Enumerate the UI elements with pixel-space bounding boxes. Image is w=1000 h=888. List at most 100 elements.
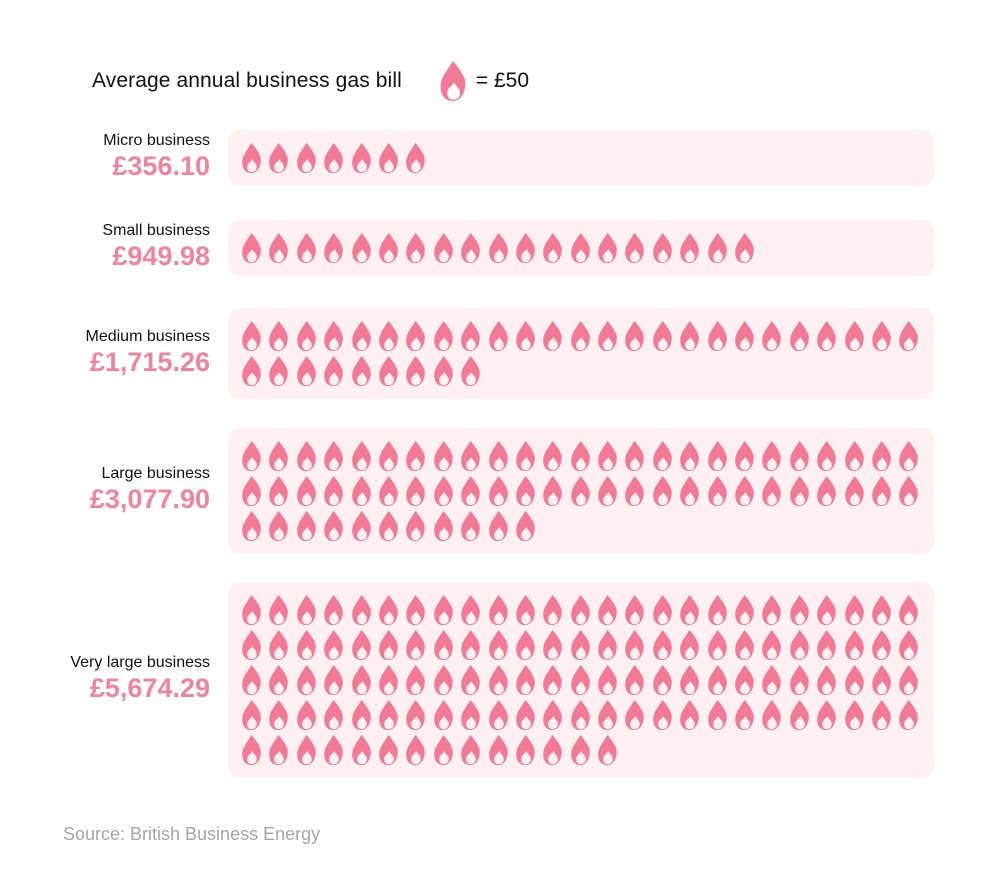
flame-icon (351, 664, 371, 696)
flame-icon (516, 232, 535, 264)
flame-icon (461, 232, 480, 264)
pictogram-panel (228, 220, 934, 276)
flame-icon (296, 699, 316, 731)
flame-icon (433, 664, 453, 696)
flame-icon (296, 355, 316, 387)
flame-icon (680, 320, 700, 352)
flame-icon (570, 232, 590, 264)
flame-icon (543, 664, 563, 696)
flame-icon (461, 664, 480, 696)
flame-icon (790, 664, 809, 696)
flame-icon (296, 142, 316, 174)
flame-icon (570, 664, 590, 696)
flame-icon (516, 699, 535, 731)
flame-icon (461, 734, 480, 766)
flame-icon (269, 664, 289, 696)
flame-icon (269, 142, 289, 174)
flame-icon (543, 320, 563, 352)
flame-icon (570, 734, 590, 766)
flame-icon (543, 475, 563, 507)
flame-icon (324, 699, 343, 731)
flame-icon (296, 440, 316, 472)
pictogram-panel (228, 130, 934, 186)
flame-icon (379, 699, 398, 731)
flame-icon (543, 734, 563, 766)
flame-icon (516, 594, 535, 626)
flame-icon (379, 629, 398, 661)
flame-icon (570, 320, 590, 352)
flame-icon (625, 232, 645, 264)
flame-icon (680, 475, 700, 507)
flame-icon (242, 232, 261, 264)
flame-icon (516, 734, 535, 766)
flame-icon (570, 440, 590, 472)
flame-icon (461, 440, 480, 472)
flame-icon (433, 510, 453, 542)
flame-icon (488, 475, 508, 507)
flame-icon (296, 664, 316, 696)
flame-icon (242, 142, 261, 174)
flame-icon (488, 232, 508, 264)
flame-icon (461, 594, 480, 626)
flame-icon (406, 440, 426, 472)
flame-icon (570, 699, 590, 731)
flame-icon (598, 664, 617, 696)
flame-icon (488, 594, 508, 626)
flame-icon (242, 629, 261, 661)
flame-icon (762, 594, 782, 626)
flame-icon (242, 320, 261, 352)
flame-icon (406, 232, 426, 264)
category-label-block: Very large business £5,674.29 (70, 653, 210, 703)
category-name: Micro business (103, 132, 210, 149)
flame-icon (653, 594, 672, 626)
flame-icon (680, 699, 700, 731)
flame-icon (379, 440, 398, 472)
flame-icon (598, 320, 617, 352)
flame-icon (872, 440, 891, 472)
flame-icon (653, 475, 672, 507)
flame-icon (707, 664, 727, 696)
flame-icon (598, 440, 617, 472)
flame-icon (488, 510, 508, 542)
flame-icon (242, 734, 261, 766)
flame-icon (324, 594, 343, 626)
flame-icon (488, 734, 508, 766)
flame-icon (899, 664, 919, 696)
flame-icon (379, 734, 398, 766)
flame-icon (598, 699, 617, 731)
flame-icon (653, 232, 672, 264)
flame-icon (844, 320, 864, 352)
flame-icon (351, 142, 371, 174)
flame-icon (516, 664, 535, 696)
flame-icon (735, 320, 754, 352)
flame-icon (516, 510, 535, 542)
flame-icon (516, 629, 535, 661)
flame-icon (296, 475, 316, 507)
flame-icon (296, 629, 316, 661)
flame-icon (735, 475, 754, 507)
source-note: Source: British Business Energy (63, 824, 321, 844)
flame-icon (351, 232, 371, 264)
flame-icon (379, 320, 398, 352)
flame-icon (324, 355, 343, 387)
flame-icon (296, 594, 316, 626)
flame-icon (872, 320, 891, 352)
flame-icon (351, 629, 371, 661)
flame-icon (735, 629, 754, 661)
flame-icon (653, 699, 672, 731)
flame-icon (680, 594, 700, 626)
flame-icon (872, 594, 891, 626)
flame-icon (406, 594, 426, 626)
flame-icon (653, 629, 672, 661)
flame-icon (872, 664, 891, 696)
flame-icon (406, 629, 426, 661)
flame-icon (461, 629, 480, 661)
flame-icon (817, 594, 836, 626)
flame-icon (461, 510, 480, 542)
flame-icon (707, 699, 727, 731)
flame-icon (406, 510, 426, 542)
flame-icon (570, 594, 590, 626)
flame-icon (516, 475, 535, 507)
flame-icon (351, 320, 371, 352)
flame-icon (872, 699, 891, 731)
